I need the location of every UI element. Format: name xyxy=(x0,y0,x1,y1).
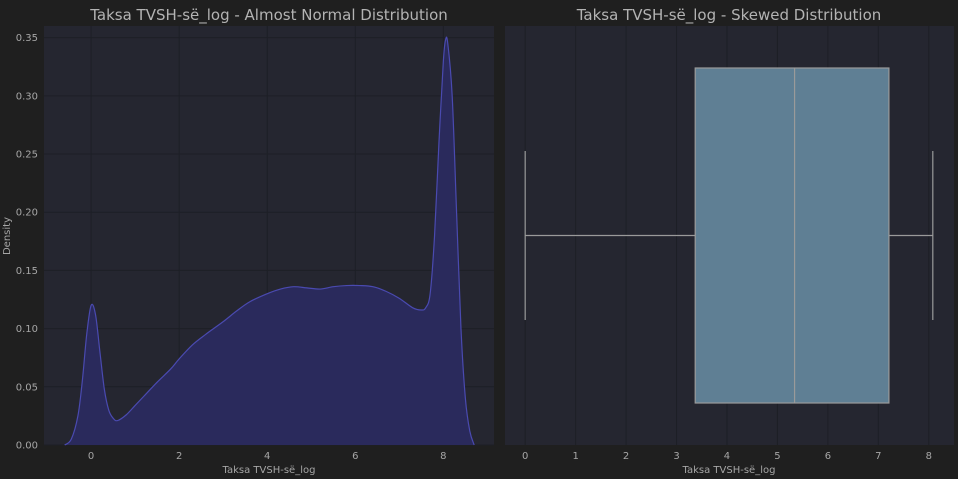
kde-x-tick-label: 0 xyxy=(88,451,94,462)
kde-x-tick-label: 8 xyxy=(440,451,446,462)
kde-x-tick-label: 6 xyxy=(352,451,358,462)
box-x-tick-label: 1 xyxy=(572,451,578,462)
kde-y-tick-label: 0.30 xyxy=(16,91,38,102)
box-x-tick-label: 2 xyxy=(623,451,629,462)
box-x-tick-label: 6 xyxy=(825,451,831,462)
box-x-tick-labels: 0 1 2 3 4 5 6 7 8 xyxy=(522,451,932,462)
kde-y-tick-label: 0.15 xyxy=(16,266,38,277)
kde-x-tick-label: 2 xyxy=(176,451,182,462)
box-chart-title: Taksa TVSH-së_log - Skewed Distribution xyxy=(576,6,882,25)
kde-y-tick-label: 0.25 xyxy=(16,150,38,161)
box-x-tick-label: 3 xyxy=(673,451,679,462)
kde-chart-title: Taksa TVSH-së_log - Almost Normal Distri… xyxy=(89,6,448,25)
kde-y-tick-labels: 0.00 0.05 0.10 0.15 0.20 0.25 0.30 0.35 xyxy=(16,33,38,451)
kde-y-tick-label: 0.20 xyxy=(16,208,38,219)
kde-y-tick-label: 0.35 xyxy=(16,33,38,44)
kde-subplot: 0 2 4 6 8 0.00 0.05 0.10 0.15 0.20 0.25 0.30 0.35 T… xyxy=(2,6,494,476)
kde-y-tick-label: 0.05 xyxy=(16,382,38,393)
box-x-axis-label: Taksa TVSH-së_log xyxy=(682,465,776,476)
kde-y-axis-label: Density xyxy=(2,217,13,255)
kde-y-tick-label: 0.10 xyxy=(16,324,38,335)
boxplot-marks xyxy=(524,67,934,404)
box-x-tick-label: 0 xyxy=(522,451,528,462)
kde-x-axis-label: Taksa TVSH-së_log xyxy=(222,465,316,476)
box-x-tick-label: 7 xyxy=(875,451,881,462)
iqr-box xyxy=(694,67,890,404)
box-x-tick-label: 5 xyxy=(774,451,780,462)
box-x-tick-label: 8 xyxy=(926,451,932,462)
kde-x-tick-label: 4 xyxy=(264,451,270,462)
kde-density-area xyxy=(64,37,475,445)
kde-y-tick-label: 0.00 xyxy=(16,441,38,452)
box-x-tick-label: 4 xyxy=(724,451,730,462)
kde-x-tick-labels: 0 2 4 6 8 xyxy=(88,451,447,462)
kde-density-line xyxy=(64,36,475,446)
boxplot-subplot: 0 1 2 3 4 5 6 7 8 Taksa TVSH-së_log - Skewed Dis… xyxy=(505,6,954,476)
kde-gridlines xyxy=(44,26,494,446)
